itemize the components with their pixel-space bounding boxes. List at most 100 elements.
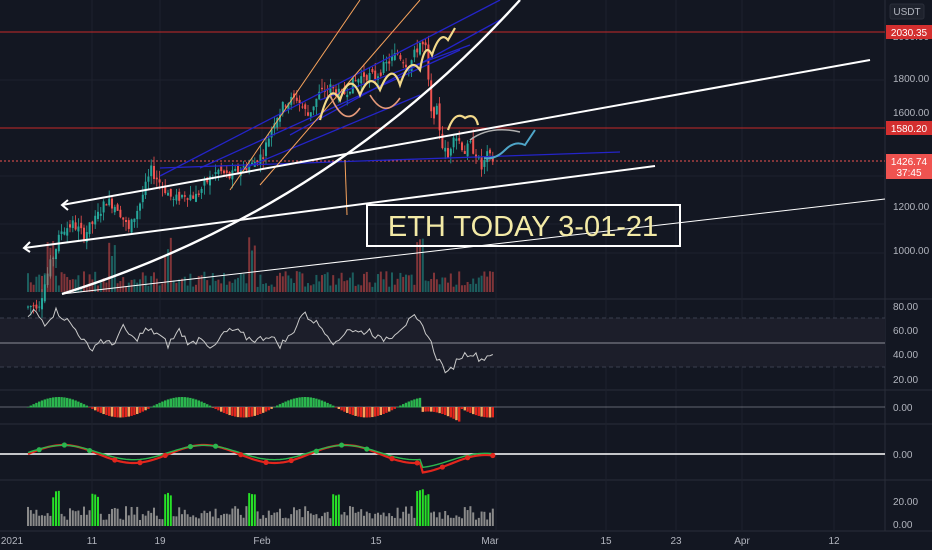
volume-bar	[379, 514, 382, 526]
volume-bar	[486, 519, 489, 526]
volume-overlay-bar	[444, 277, 447, 292]
volume-overlay-bar	[119, 281, 122, 292]
volume-bar	[430, 512, 433, 526]
price-pane[interactable]: ETH TODAY 3-01-21	[0, 0, 886, 319]
candle-body	[74, 222, 77, 230]
currency-badge[interactable]: USDT	[889, 3, 925, 20]
candle-body	[441, 133, 444, 149]
candlesticks	[27, 35, 494, 319]
vol-tick: 20.00	[893, 497, 918, 508]
candle-body	[71, 220, 74, 228]
volume-overlay-bar	[141, 272, 144, 292]
level-tag-1580[interactable]: 1580.20	[886, 121, 932, 135]
volume-overlay-bar	[276, 275, 279, 292]
oscillator-histogram-pane[interactable]	[0, 397, 885, 422]
osc1-bar	[312, 397, 315, 408]
volume-overlay-bar	[237, 277, 239, 292]
volume-bar	[295, 510, 298, 526]
volume-overlay-bar	[161, 283, 164, 292]
candle-body	[158, 179, 161, 183]
osc1-bar	[301, 397, 304, 408]
volume-bar	[402, 511, 405, 526]
volume-bar	[374, 513, 377, 526]
osc1-bar	[309, 397, 312, 408]
candle-body	[295, 97, 298, 101]
osc1-bar	[320, 400, 324, 408]
annotation-text: ETH TODAY 3-01-21	[388, 211, 658, 243]
candle-body	[108, 198, 111, 206]
volume-overlay-bar	[209, 285, 211, 292]
osc1-bar	[38, 401, 41, 408]
candle-body	[329, 84, 332, 93]
volume-overlay-bar	[424, 280, 427, 292]
osc1-bar	[262, 407, 265, 413]
currency-label: USDT	[893, 7, 920, 18]
osc1-bar	[29, 405, 32, 408]
volume-overlay-bar	[189, 273, 192, 292]
volume-bar	[248, 493, 251, 526]
candle-body	[181, 195, 183, 198]
time-axis[interactable]: 2021 11 19 Feb 15 Mar 15 23 Apr 12	[1, 536, 840, 547]
osc1-bar	[130, 407, 133, 416]
candle-body	[447, 148, 449, 158]
rsi-pane[interactable]	[0, 306, 885, 374]
candle-body	[234, 168, 237, 171]
volume-overlay-bar	[85, 285, 88, 292]
osc1-bar	[410, 400, 413, 408]
yellow-hand-drawn-wave[interactable]	[318, 27, 480, 131]
volume-overlay-bar	[463, 285, 466, 292]
oscillator-lines-pane[interactable]	[0, 442, 885, 474]
volume-bar	[371, 518, 374, 526]
osc1-bar	[348, 407, 352, 415]
volume-overlay-bar	[413, 284, 416, 292]
volume-bar	[480, 511, 483, 526]
candle-body	[304, 104, 307, 109]
osc1-bar	[138, 407, 142, 413]
current-price-tag[interactable]: 1426.74 37:45	[886, 154, 932, 179]
candle-body	[122, 217, 125, 220]
osc1-bar	[374, 407, 377, 417]
level-tag-2030[interactable]: 2030.35	[886, 25, 932, 39]
white-trend-lines[interactable]	[23, 0, 886, 296]
volume-overlay-bar	[396, 278, 399, 292]
volume-bar	[223, 513, 225, 526]
volume-bar	[407, 513, 410, 526]
volume-bar	[74, 511, 77, 526]
volume-bar	[97, 496, 99, 526]
volume-overlay-bar	[351, 272, 354, 292]
volume-overlay-bar	[475, 283, 477, 292]
projection-curve-gray	[469, 129, 521, 141]
svg-text:1580.20: 1580.20	[891, 124, 928, 135]
volume-bar	[206, 512, 209, 526]
volume-bar	[175, 516, 178, 526]
osc1-bar	[463, 407, 466, 411]
volume-bar	[262, 515, 265, 526]
osc1-bar	[404, 402, 408, 408]
osc1-bar	[326, 402, 329, 408]
osc1-bar	[382, 407, 385, 414]
osc1-bar	[32, 404, 35, 408]
osc1-bar	[491, 407, 494, 418]
volume-bar	[270, 515, 273, 526]
candle-body	[309, 112, 312, 117]
volume-overlay-bar	[430, 278, 433, 292]
volume-pane[interactable]	[27, 489, 494, 526]
volume-bar	[169, 495, 172, 526]
projection-curve[interactable]	[483, 129, 536, 160]
volume-bar	[287, 518, 290, 526]
rsi-line	[27, 306, 493, 374]
candle-body	[461, 142, 463, 151]
volume-overlay-bar	[259, 274, 262, 292]
volume-bar	[477, 517, 480, 526]
volume-bar	[71, 510, 74, 526]
annotation-box[interactable]: ETH TODAY 3-01-21	[366, 204, 681, 247]
osc1-bar	[175, 397, 178, 408]
osc1-bar	[105, 407, 108, 416]
candle-body	[321, 87, 323, 90]
osc1-bar	[413, 399, 416, 408]
volume-bar	[321, 516, 323, 526]
osc1-bar	[208, 405, 212, 408]
osc1-bar	[435, 407, 438, 413]
